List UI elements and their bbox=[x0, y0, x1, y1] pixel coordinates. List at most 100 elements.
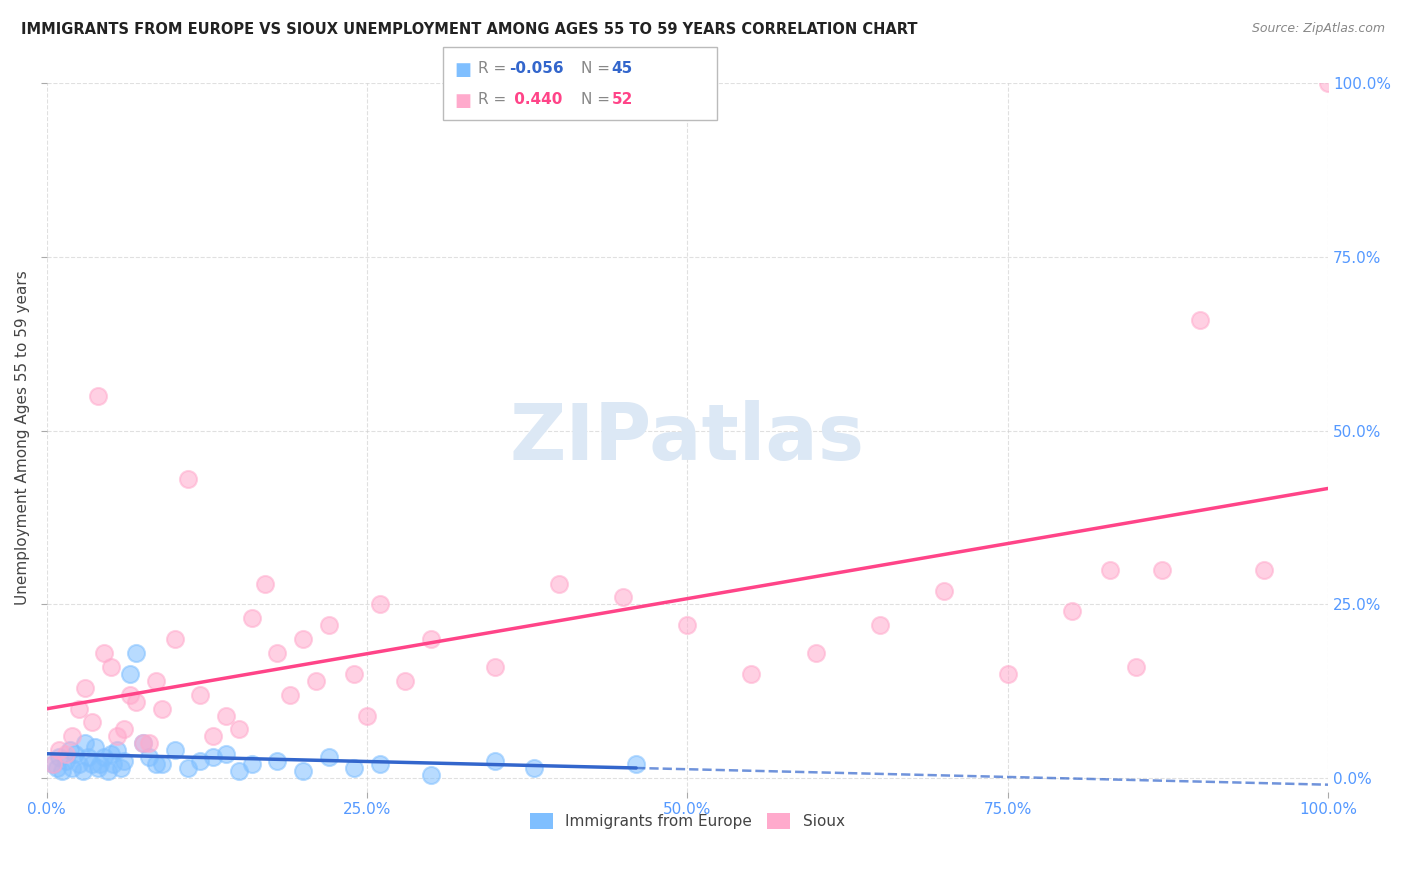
Point bbox=[75, 681, 97, 695]
Point bbox=[138, 736, 160, 750]
Point bbox=[55, 754, 77, 768]
Point bbox=[420, 767, 443, 781]
Point bbox=[343, 761, 366, 775]
Point bbox=[343, 666, 366, 681]
Point bbox=[163, 632, 186, 647]
Point bbox=[176, 472, 198, 486]
Point bbox=[318, 618, 340, 632]
Point bbox=[132, 736, 155, 750]
Point bbox=[420, 632, 443, 647]
Point bbox=[676, 618, 699, 632]
Point bbox=[48, 743, 70, 757]
Point bbox=[60, 730, 83, 744]
Point bbox=[1125, 660, 1147, 674]
Point bbox=[228, 723, 250, 737]
Point bbox=[150, 701, 173, 715]
Text: R =: R = bbox=[478, 61, 506, 76]
Point bbox=[278, 688, 301, 702]
Text: R =: R = bbox=[478, 92, 506, 107]
Point bbox=[484, 754, 506, 768]
Point bbox=[163, 743, 186, 757]
Point bbox=[87, 389, 110, 403]
Point bbox=[215, 747, 238, 761]
Text: 0.440: 0.440 bbox=[509, 92, 562, 107]
Point bbox=[105, 743, 128, 757]
Point bbox=[368, 757, 391, 772]
Point bbox=[42, 757, 65, 772]
Point bbox=[484, 660, 506, 674]
Point bbox=[125, 646, 148, 660]
Text: ■: ■ bbox=[454, 61, 471, 78]
Point bbox=[240, 611, 263, 625]
Point bbox=[176, 761, 198, 775]
Point bbox=[60, 761, 83, 775]
Point bbox=[118, 688, 141, 702]
Point bbox=[75, 736, 97, 750]
Point bbox=[1317, 77, 1340, 91]
Text: N =: N = bbox=[581, 61, 610, 76]
Point bbox=[93, 646, 115, 660]
Point bbox=[318, 750, 340, 764]
Point bbox=[202, 750, 225, 764]
Point bbox=[740, 666, 762, 681]
Point bbox=[394, 673, 416, 688]
Point bbox=[150, 757, 173, 772]
Point bbox=[548, 576, 571, 591]
Point bbox=[112, 754, 135, 768]
Point bbox=[84, 739, 107, 754]
Point bbox=[368, 598, 391, 612]
Point bbox=[105, 730, 128, 744]
Point bbox=[291, 764, 314, 778]
Point bbox=[1188, 312, 1211, 326]
Point bbox=[132, 736, 155, 750]
Point bbox=[804, 646, 827, 660]
Point bbox=[228, 764, 250, 778]
Point bbox=[291, 632, 314, 647]
Point bbox=[624, 757, 647, 772]
Point bbox=[67, 757, 90, 772]
Point bbox=[59, 743, 82, 757]
Point bbox=[45, 761, 67, 775]
Point bbox=[145, 757, 167, 772]
Point bbox=[67, 701, 90, 715]
Point bbox=[80, 757, 103, 772]
Point bbox=[266, 646, 288, 660]
Point bbox=[51, 764, 73, 778]
Point bbox=[63, 747, 86, 761]
Point bbox=[76, 750, 98, 764]
Point bbox=[869, 618, 891, 632]
Point bbox=[93, 750, 115, 764]
Text: 52: 52 bbox=[612, 92, 633, 107]
Text: ZIPatlas: ZIPatlas bbox=[510, 400, 865, 475]
Point bbox=[190, 754, 212, 768]
Text: ■: ■ bbox=[454, 92, 471, 110]
Point bbox=[72, 764, 94, 778]
Point bbox=[215, 708, 238, 723]
Point bbox=[253, 576, 276, 591]
Point bbox=[80, 715, 103, 730]
Point bbox=[612, 591, 634, 605]
Point bbox=[202, 730, 225, 744]
Point bbox=[125, 695, 148, 709]
Point bbox=[110, 761, 132, 775]
Point bbox=[118, 666, 141, 681]
Point bbox=[138, 750, 160, 764]
Text: N =: N = bbox=[581, 92, 610, 107]
Point bbox=[1060, 604, 1083, 618]
Point bbox=[42, 757, 65, 772]
Point bbox=[932, 583, 955, 598]
Point bbox=[48, 750, 70, 764]
Point bbox=[97, 764, 120, 778]
Point bbox=[305, 673, 328, 688]
Point bbox=[103, 757, 125, 772]
Text: -0.056: -0.056 bbox=[509, 61, 564, 76]
Point bbox=[240, 757, 263, 772]
Text: IMMIGRANTS FROM EUROPE VS SIOUX UNEMPLOYMENT AMONG AGES 55 TO 59 YEARS CORRELATI: IMMIGRANTS FROM EUROPE VS SIOUX UNEMPLOY… bbox=[21, 22, 918, 37]
Point bbox=[266, 754, 288, 768]
Point bbox=[1099, 563, 1122, 577]
Point bbox=[190, 688, 212, 702]
Point bbox=[145, 673, 167, 688]
Point bbox=[997, 666, 1019, 681]
Point bbox=[1150, 563, 1173, 577]
Text: 45: 45 bbox=[612, 61, 633, 76]
